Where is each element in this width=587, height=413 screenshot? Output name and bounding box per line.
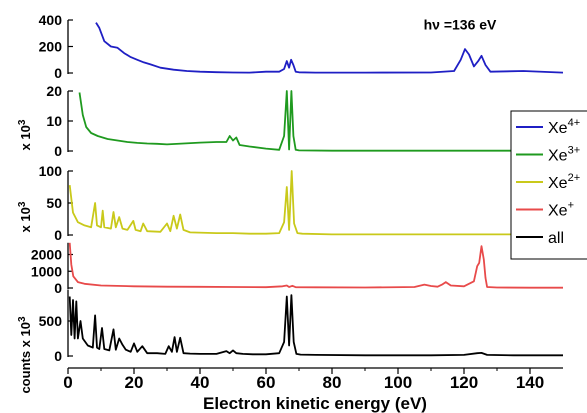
ylabel-all: counts x 103 bbox=[17, 316, 34, 394]
y-tick-label-xe4: 200 bbox=[39, 39, 63, 55]
legend-label-base: Xe bbox=[548, 203, 568, 220]
legend-label-base: all bbox=[548, 230, 564, 247]
y-tick-label-xe2: 50 bbox=[46, 195, 62, 211]
y-tick-label-xe3: 10 bbox=[46, 113, 62, 129]
legend-label: Xe2+ bbox=[548, 172, 580, 192]
legend-label: Xe4+ bbox=[548, 117, 580, 137]
y-tick-label-xe1: 2000 bbox=[31, 247, 62, 263]
x-axis: 0 20 40 60 80 100 120 140 bbox=[63, 367, 563, 392]
y-tick-label-xe1: 1000 bbox=[31, 263, 62, 279]
y-tick-label-xe3: 0 bbox=[54, 143, 62, 159]
x-tick-label: 100 bbox=[384, 373, 412, 392]
x-axis-title: Electron kinetic energy (eV) bbox=[203, 394, 427, 413]
legend-label-base: Xe bbox=[548, 175, 568, 192]
panel-xe3: 0 10 20 bbox=[46, 83, 563, 159]
series-line-xe1 bbox=[68, 242, 563, 289]
legend-label: Xe3+ bbox=[548, 145, 580, 165]
legend-label-sup: + bbox=[568, 200, 574, 212]
panel-all: 0 500 bbox=[39, 289, 563, 364]
annotation-text: hν =136 eV bbox=[424, 16, 497, 32]
x-tick-label: 80 bbox=[323, 373, 342, 392]
legend-label-base: Xe bbox=[548, 120, 568, 137]
x-tick-label: 60 bbox=[257, 373, 276, 392]
x-tick-label: 140 bbox=[516, 373, 544, 392]
ylabel-all-text: counts x 103 bbox=[17, 316, 34, 394]
series-line-all bbox=[68, 294, 563, 357]
legend-label-sup: 4+ bbox=[568, 117, 581, 129]
legend-label-sup: 3+ bbox=[568, 145, 581, 157]
x-tick-label: 20 bbox=[125, 373, 144, 392]
legend: Xe4+Xe3+Xe2+Xe+all bbox=[510, 110, 587, 260]
series-line-xe4 bbox=[95, 22, 564, 74]
y-tick-label-all: 500 bbox=[39, 313, 63, 329]
xe4-annotation: hν =136 eV bbox=[424, 16, 497, 32]
legend-box bbox=[510, 110, 587, 260]
series-line-xe2 bbox=[68, 170, 563, 236]
x-tick-label: 0 bbox=[63, 373, 72, 392]
y-tick-label-xe4: 0 bbox=[54, 65, 62, 81]
x-tick-label: 120 bbox=[450, 373, 478, 392]
legend-label: all bbox=[548, 230, 564, 247]
x-tick-label: 40 bbox=[191, 373, 210, 392]
legend-label-base: Xe bbox=[548, 148, 568, 165]
y-tick-label-all: 0 bbox=[54, 348, 62, 364]
panel-xe4: 0 200 400 bbox=[39, 12, 564, 81]
ylabel-xe2-text: x 103 bbox=[17, 201, 34, 232]
y-tick-label-xe2: 0 bbox=[54, 227, 62, 243]
y-tick-label-xe1: 0 bbox=[54, 280, 62, 296]
ylabel-xe2: x 103 bbox=[17, 201, 34, 232]
panel-xe2: 0 50 100 bbox=[39, 163, 563, 243]
y-tick-label-xe3: 20 bbox=[46, 83, 62, 99]
y-tick-label-xe4: 400 bbox=[39, 12, 63, 28]
legend-label: Xe+ bbox=[548, 200, 574, 220]
ylabel-xe3: x 103 bbox=[17, 119, 34, 150]
legend-label-sup: 2+ bbox=[568, 172, 581, 184]
ylabel-xe3-text: x 103 bbox=[17, 119, 34, 150]
series-line-xe3 bbox=[78, 90, 563, 152]
y-tick-label-xe2: 100 bbox=[39, 163, 63, 179]
